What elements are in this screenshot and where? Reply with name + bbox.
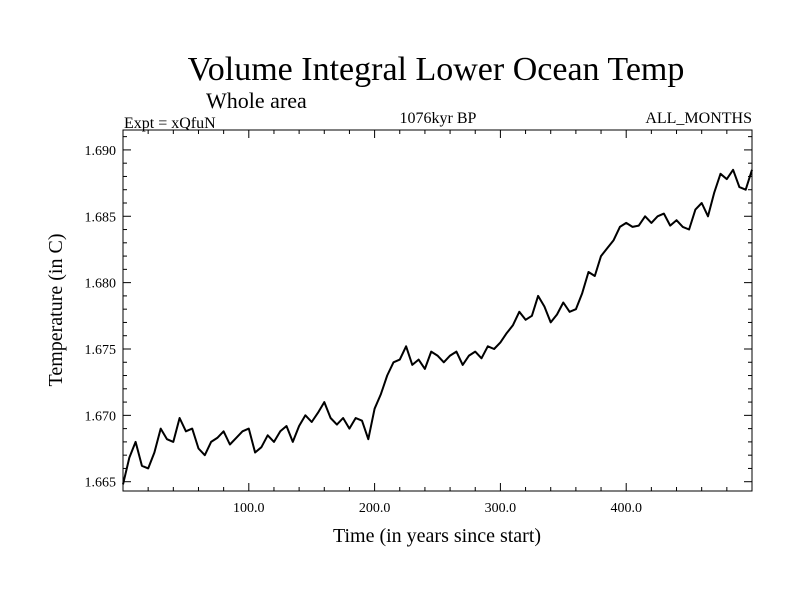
x-axis-ticks: 100.0 200.0 300.0 400.0 <box>147 130 728 516</box>
y-axis-label: Temperature (in C) <box>45 234 67 387</box>
y-tick-label: 1.670 <box>85 409 117 424</box>
x-axis-label: Time (in years since start) <box>333 525 541 547</box>
y-tick-label: 1.690 <box>85 144 117 159</box>
y-tick-label: 1.665 <box>85 476 117 491</box>
x-tick-label: 200.0 <box>359 501 391 516</box>
y-tick-label: 1.675 <box>85 343 117 358</box>
months-label: ALL_MONTHS <box>645 110 752 127</box>
x-tick-label: 100.0 <box>233 501 265 516</box>
x-tick-label: 300.0 <box>485 501 517 516</box>
plot-frame <box>122 129 753 492</box>
chart-subtitle: Whole area <box>206 88 307 113</box>
y-tick-label: 1.685 <box>85 210 117 225</box>
chart-title: Volume Integral Lower Ocean Temp <box>188 51 685 88</box>
experiment-label: Expt = xQfuN <box>124 115 216 132</box>
y-tick-label: 1.680 <box>85 277 117 292</box>
y-axis-ticks: 1.665 1.670 1.675 1.680 1.685 1.690 <box>85 136 752 491</box>
temperature-series-line <box>122 168 753 485</box>
x-tick-label: 400.0 <box>610 501 642 516</box>
period-label: 1076kyr BP <box>400 110 477 127</box>
